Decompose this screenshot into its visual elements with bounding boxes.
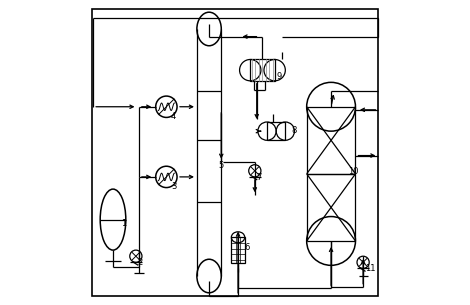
Text: 5: 5 (218, 161, 223, 170)
Text: 8: 8 (291, 126, 297, 135)
Text: 3: 3 (171, 182, 176, 191)
Text: 7: 7 (256, 173, 262, 182)
Text: 6: 6 (244, 243, 250, 252)
Text: 11: 11 (365, 264, 375, 274)
Bar (267, 122, 285, 140)
Text: 4: 4 (171, 112, 176, 121)
Bar (231, 237, 245, 263)
Text: 10: 10 (348, 167, 358, 176)
Text: 1: 1 (121, 219, 126, 228)
Text: 9: 9 (276, 72, 282, 81)
Bar (250, 59, 274, 81)
Text: 2: 2 (137, 258, 143, 267)
